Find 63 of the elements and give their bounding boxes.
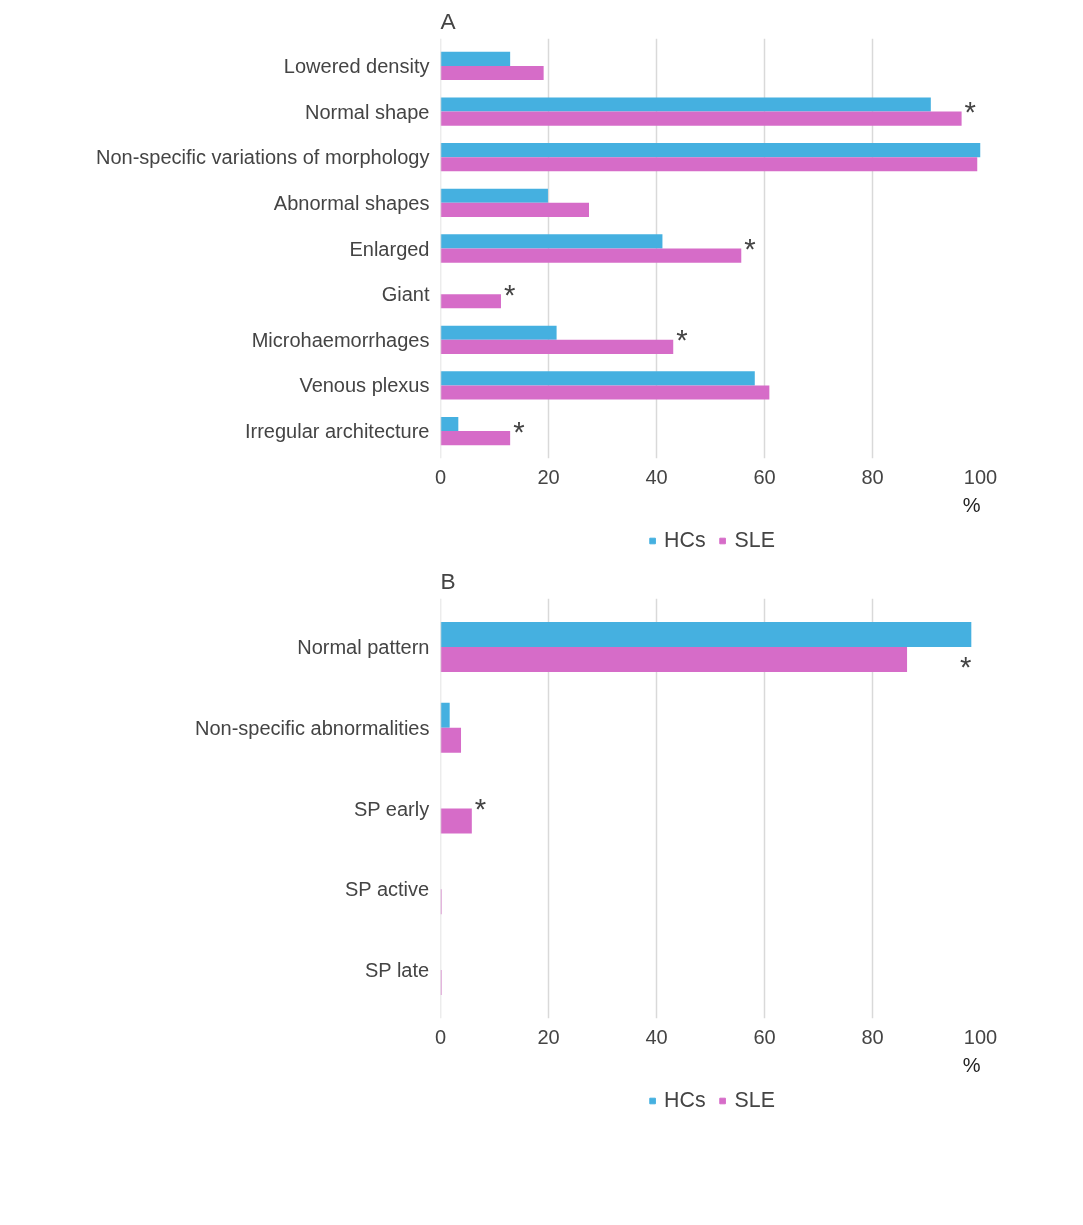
- y-tick-label: Normal pattern: [297, 635, 430, 658]
- bar: [440, 248, 742, 263]
- y-tick-label: Giant: [381, 283, 430, 306]
- bar: [440, 621, 972, 647]
- annotation: *: [964, 95, 977, 129]
- bar: [440, 727, 462, 753]
- bar: [440, 97, 931, 112]
- x-axis-title: %: [962, 1053, 981, 1076]
- x-tick-label: 60: [753, 465, 776, 488]
- bar: [440, 294, 501, 309]
- bar: [440, 371, 755, 386]
- bar: [440, 188, 548, 203]
- legend-label: HCs: [664, 1087, 706, 1113]
- x-tick-label: 40: [645, 465, 668, 488]
- bar: [440, 157, 978, 172]
- bar: [440, 431, 511, 446]
- annotation: *: [474, 792, 487, 825]
- x-axis-title: %: [962, 493, 981, 516]
- bar: [440, 234, 663, 249]
- bar: [440, 339, 674, 354]
- x-tick-label: 80: [861, 465, 884, 488]
- y-tick-label: Normal shape: [305, 100, 430, 123]
- bar: [440, 111, 962, 126]
- bar: [440, 325, 557, 340]
- bar: [440, 646, 908, 672]
- y-tick-label: Non-specific abnormalities: [194, 716, 430, 739]
- bar: [440, 385, 770, 400]
- x-tick-label: 100: [963, 465, 998, 488]
- bar: [440, 202, 589, 217]
- legend-label: SLE: [734, 1087, 775, 1113]
- legend-label: SLE: [734, 527, 775, 553]
- annotation: *: [513, 414, 525, 448]
- y-tick-label: Lowered density: [283, 54, 430, 77]
- annotation: *: [676, 323, 688, 357]
- x-tick-label: 100: [963, 1025, 998, 1048]
- annotation: *: [959, 649, 972, 683]
- y-tick-label: SP early: [353, 797, 430, 820]
- annotation: *: [503, 277, 516, 311]
- x-tick-label: 60: [753, 1025, 776, 1048]
- bar: [440, 808, 472, 834]
- bar: [440, 416, 459, 432]
- y-tick-label: Venous plexus: [299, 374, 430, 397]
- chart-title: B: [440, 567, 456, 594]
- y-tick-label: Non-specific variations of morphology: [96, 146, 430, 169]
- y-tick-label: Abnormal shapes: [273, 191, 430, 214]
- x-tick-label: 80: [861, 1025, 884, 1048]
- y-tick-label: Microhaemorrhages: [251, 328, 430, 351]
- y-tick-label: SP late: [365, 959, 430, 982]
- x-tick-label: 0: [434, 1025, 447, 1048]
- y-tick-label: SP active: [345, 878, 430, 901]
- bar: [440, 51, 511, 66]
- x-tick-label: 40: [645, 1025, 668, 1048]
- y-tick-label: Enlarged: [349, 237, 430, 260]
- annotation: *: [744, 232, 756, 265]
- bar: [440, 65, 544, 81]
- bar: [440, 143, 981, 158]
- legend-label: HCs: [664, 527, 706, 553]
- x-tick-label: 20: [537, 1025, 560, 1048]
- x-tick-label: 0: [434, 465, 447, 488]
- bar: [440, 702, 450, 728]
- chart-title: A: [440, 7, 457, 34]
- y-tick-label: Irregular architecture: [244, 420, 430, 443]
- x-tick-label: 20: [537, 465, 560, 488]
